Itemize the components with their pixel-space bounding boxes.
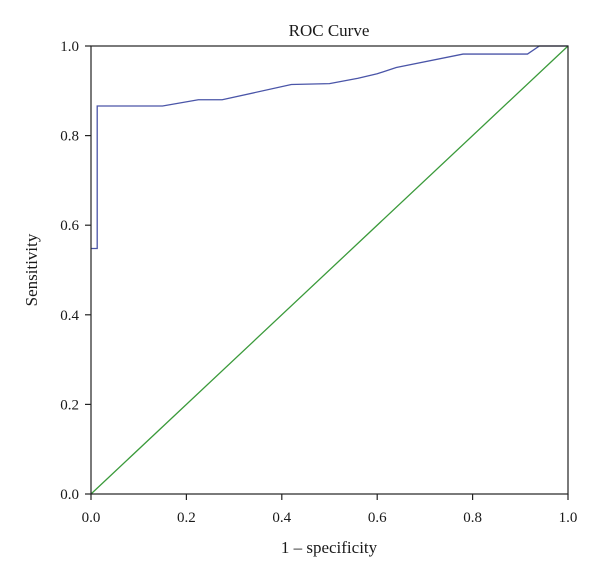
reference-diagonal-line	[90, 45, 569, 495]
x-axis-label: 1 – specificity	[281, 538, 378, 557]
y-tick-label: 0.2	[60, 397, 79, 413]
x-tick-label: 1.0	[559, 510, 578, 526]
x-axis: 0.0 0.2 0.4 0.6 0.8 1.0	[82, 494, 578, 526]
roc-curve-line	[91, 45, 568, 250]
x-tick-label: 0.2	[177, 510, 196, 526]
x-tick-label: 0.6	[368, 510, 387, 526]
y-tick-label: 1.0	[60, 39, 79, 55]
x-tick-label: 0.8	[463, 510, 482, 526]
y-axis: 0.0 0.2 0.4 0.6 0.8 1.0	[60, 39, 91, 503]
series-layer	[90, 45, 569, 495]
y-tick-label: 0.0	[60, 487, 79, 503]
y-tick-label: 0.6	[60, 218, 79, 234]
x-tick-label: 0.4	[272, 510, 291, 526]
y-tick-label: 0.4	[60, 308, 79, 324]
x-tick-label: 0.0	[82, 510, 101, 526]
y-axis-label: Sensitivity	[22, 233, 41, 306]
plot-frame	[90, 45, 569, 495]
chart-title: ROC Curve	[289, 21, 370, 40]
y-tick-label: 0.8	[60, 129, 79, 145]
